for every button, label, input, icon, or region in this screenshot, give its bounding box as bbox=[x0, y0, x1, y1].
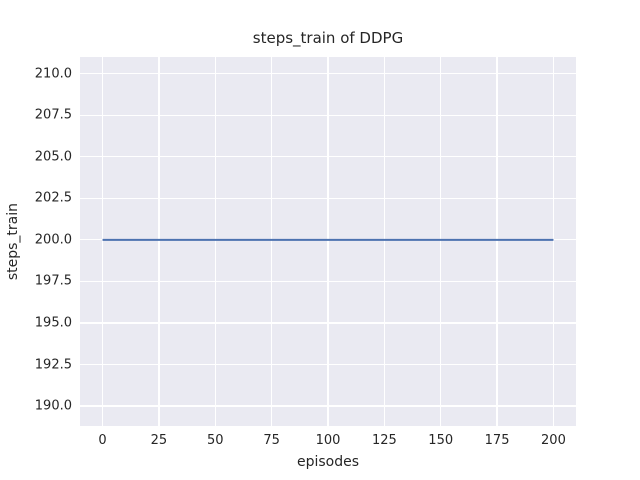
y-axis-label-wrap: steps_train bbox=[3, 57, 23, 426]
gridline-vertical bbox=[270, 57, 273, 426]
gridline-vertical bbox=[383, 57, 386, 426]
y-tick-labels: 190.0 192.5 195.0 197.5 200.0 202.5 205.0 207.5… bbox=[0, 57, 72, 426]
gridline-horizontal bbox=[80, 363, 576, 366]
gridline-vertical bbox=[440, 57, 442, 426]
gridline-vertical bbox=[101, 57, 104, 426]
gridline-vertical bbox=[158, 57, 160, 426]
chart-title: steps_train of DDPG bbox=[252, 29, 404, 47]
x-tick-label: 25 bbox=[150, 433, 168, 448]
gridline-vertical bbox=[214, 57, 216, 426]
x-tick-label: 125 bbox=[371, 433, 397, 448]
gridline-horizontal bbox=[80, 322, 576, 324]
x-tick-label: 50 bbox=[206, 433, 224, 448]
y-tick-label: 207.5 bbox=[34, 107, 72, 123]
gridline-vertical bbox=[496, 57, 498, 426]
y-tick-label: 205.0 bbox=[34, 149, 72, 165]
gridline-horizontal bbox=[80, 114, 576, 116]
x-tick-label: 150 bbox=[428, 433, 454, 448]
gridline-vertical bbox=[327, 57, 329, 426]
y-tick-label: 197.5 bbox=[34, 273, 72, 289]
x-tick-labels: 0 25 50 75 100 125 150 175 200 bbox=[80, 433, 576, 449]
gridline-horizontal bbox=[80, 280, 576, 283]
y-tick-label: 195.0 bbox=[34, 315, 72, 331]
series-layer bbox=[80, 57, 576, 426]
y-tick-label: 200.0 bbox=[34, 232, 72, 248]
gridline-horizontal bbox=[80, 197, 576, 199]
y-tick-label: 192.5 bbox=[34, 357, 72, 372]
x-tick-label: 200 bbox=[541, 433, 566, 448]
plot-area bbox=[80, 57, 576, 426]
y-tick-label: 210.0 bbox=[34, 66, 72, 82]
y-tick-label: 190.0 bbox=[34, 398, 72, 414]
gridline-vertical bbox=[552, 57, 555, 426]
x-tick-label: 75 bbox=[263, 433, 280, 448]
gridline-horizontal bbox=[80, 72, 576, 75]
x-axis-label: episodes bbox=[296, 454, 360, 470]
x-tick-label: 100 bbox=[315, 433, 341, 448]
y-tick-label: 202.5 bbox=[34, 190, 72, 206]
x-tick-label: 175 bbox=[484, 433, 510, 448]
gridline-horizontal bbox=[80, 156, 576, 158]
y-axis-label: steps_train bbox=[5, 202, 21, 281]
gridline-horizontal bbox=[80, 405, 576, 407]
x-tick-label: 0 bbox=[98, 433, 107, 448]
